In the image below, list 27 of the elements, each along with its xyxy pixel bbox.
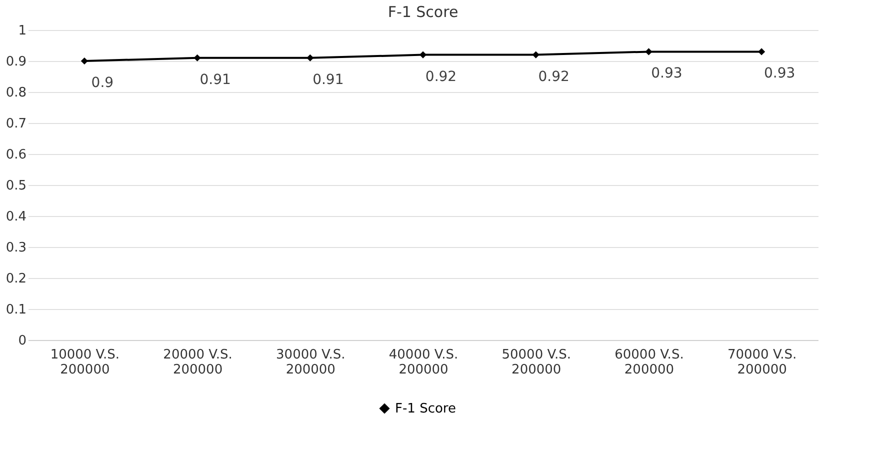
x-tick-label: 30000 V.S. 200000 — [276, 348, 346, 378]
x-tick-label: 50000 V.S. 200000 — [502, 348, 571, 378]
data-label: 0.92 — [425, 68, 457, 85]
y-tick-label: 1 — [18, 24, 26, 38]
y-tick-label: 0.4 — [6, 210, 26, 224]
data-label: 0.91 — [312, 72, 344, 88]
x-tick-label: 40000 V.S. 200000 — [388, 348, 458, 378]
data-label: 0.93 — [651, 66, 682, 82]
y-tick-label: 0.8 — [6, 86, 26, 100]
data-label: 0.92 — [538, 68, 570, 85]
data-label: 0.91 — [200, 72, 231, 88]
data-label: 0.9 — [91, 75, 114, 91]
y-tick-label: 0.3 — [6, 240, 26, 256]
y-tick-label: 0 — [18, 334, 26, 348]
x-tick-label: 20000 V.S. 200000 — [163, 348, 232, 378]
x-tick-label: 70000 V.S. 200000 — [727, 348, 797, 378]
y-tick-label: 0.2 — [6, 272, 26, 286]
data-label: 0.93 — [764, 66, 796, 82]
y-tick-label: 0.6 — [6, 148, 26, 162]
x-tick-label: 60000 V.S. 200000 — [614, 348, 684, 378]
y-tick-label: 0.7 — [6, 116, 26, 132]
x-tick-label: 10000 V.S. 200000 — [50, 348, 120, 378]
y-tick-label: 0.5 — [6, 178, 26, 194]
y-tick-label: 0.1 — [6, 302, 26, 318]
y-tick-label: 0.9 — [6, 54, 26, 70]
legend-label: F-1 Score — [395, 402, 456, 416]
chart-title: F-1 Score — [388, 3, 458, 21]
